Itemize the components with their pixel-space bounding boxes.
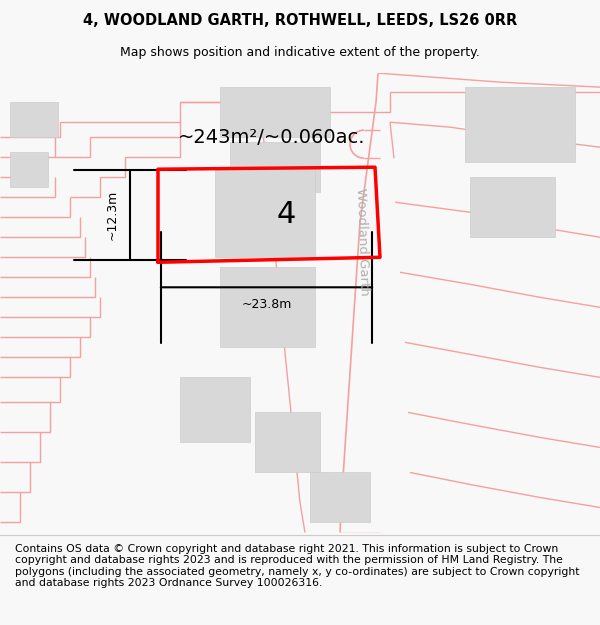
Bar: [10, 102, 58, 137]
Text: ~23.8m: ~23.8m: [241, 298, 292, 311]
Text: Contains OS data © Crown copyright and database right 2021. This information is : Contains OS data © Crown copyright and d…: [15, 544, 580, 588]
Text: ~12.3m: ~12.3m: [106, 189, 119, 240]
Text: ~243m²/~0.060ac.: ~243m²/~0.060ac.: [178, 127, 365, 147]
Text: Map shows position and indicative extent of the property.: Map shows position and indicative extent…: [120, 46, 480, 59]
Bar: [465, 87, 575, 162]
Bar: [10, 152, 48, 188]
Bar: [310, 472, 370, 522]
Bar: [230, 142, 320, 192]
Text: 4, WOODLAND GARTH, ROTHWELL, LEEDS, LS26 0RR: 4, WOODLAND GARTH, ROTHWELL, LEEDS, LS26…: [83, 13, 517, 28]
Bar: [255, 412, 320, 472]
Text: 4: 4: [277, 200, 296, 229]
Bar: [220, 87, 330, 137]
Bar: [215, 168, 315, 258]
Bar: [470, 177, 555, 238]
Bar: [180, 378, 250, 442]
Bar: [220, 268, 315, 348]
Text: Woodland Garth: Woodland Garth: [353, 188, 370, 296]
